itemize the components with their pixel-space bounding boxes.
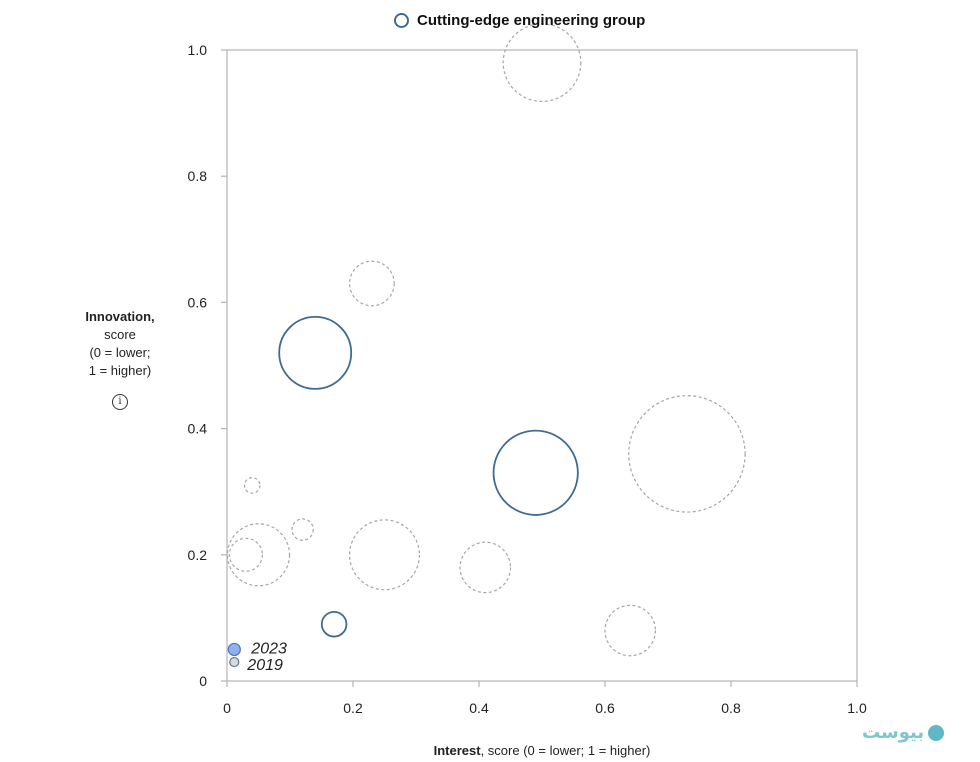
x-tick-label: 0 [223,700,231,716]
plot-frame [226,49,858,682]
y-tick-label: 0.8 [188,168,208,184]
x-tick-label: 0.8 [721,700,741,716]
other-group-bubble [502,23,582,103]
legend-circle-icon [394,13,409,28]
engineering-group-bubble [278,315,353,390]
x-axis-label-title: Interest [433,743,481,758]
y-axis-label-line: score [104,327,136,342]
y-axis-label-line: 1 = higher) [88,363,152,378]
key-2023-label: 2023 [250,640,287,657]
other-group-bubble [459,541,512,594]
other-group-bubble [228,537,263,572]
y-tick-label: 0 [199,673,207,689]
y-axis-label: Innovation, score (0 = lower; 1 = higher… [70,308,170,380]
engineering-group-bubble [492,429,579,516]
engineering-group-bubble [320,610,348,638]
other-group-bubble [243,477,261,494]
y-axis-label-title: Innovation, [85,309,155,324]
legend-label: Cutting-edge engineering group [417,12,646,29]
key-2023-marker [227,642,241,657]
x-axis-label-rest: , score (0 = lower; 1 = higher) [480,743,651,758]
y-tick-label: 0.6 [188,294,208,310]
other-group-bubble [226,523,291,587]
other-group-bubble [348,519,421,591]
x-axis-label: Interest, score (0 = lower; 1 = higher) [0,743,980,758]
legend[interactable]: Cutting-edge engineering group [394,12,645,29]
watermark-logo-icon [928,724,945,741]
watermark: بیوست [862,722,945,743]
y-tick-label: 0.4 [188,421,208,437]
other-group-bubble [291,518,314,541]
watermark-text: بیوست [862,722,925,743]
key-2019-marker [229,656,240,668]
info-icon[interactable]: i [112,394,128,410]
y-tick-label: 0.2 [188,547,208,563]
other-group-bubble [604,604,657,657]
other-group-bubble [348,260,395,307]
x-tick-label: 0.4 [469,700,489,716]
key-2019-label: 2019 [246,657,283,674]
x-tick-label: 0.6 [595,700,615,716]
x-tick-label: 0.2 [343,700,363,716]
y-tick-label: 1.0 [188,42,208,58]
y-axis-label-line: (0 = lower; [89,345,151,360]
other-group-bubble [628,395,746,513]
x-tick-label: 1.0 [847,700,867,716]
